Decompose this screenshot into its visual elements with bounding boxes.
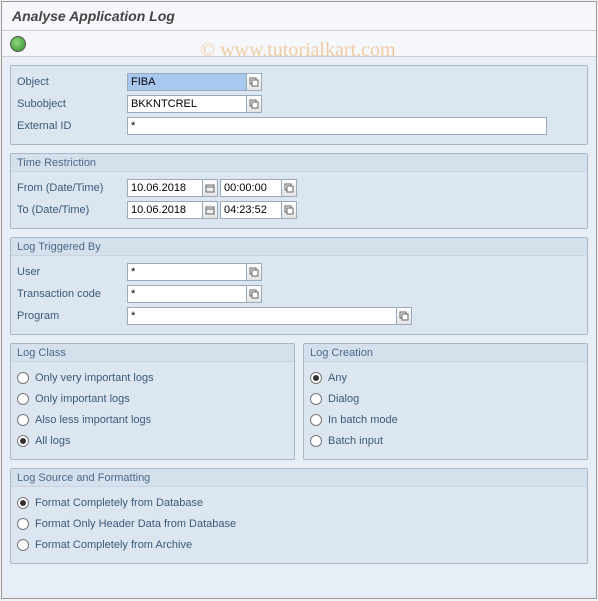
- log-source-label: Format Only Header Data from Database: [35, 518, 236, 530]
- content: Object Subobject External ID: [2, 57, 596, 580]
- log-class-label: Also less important logs: [35, 414, 151, 426]
- external-id-input[interactable]: [127, 117, 547, 135]
- radio-icon[interactable]: [310, 393, 322, 405]
- tcode-input[interactable]: [127, 285, 247, 303]
- f4-icon[interactable]: [281, 201, 297, 219]
- from-label: From (Date/Time): [17, 182, 127, 194]
- external-id-label: External ID: [17, 120, 127, 132]
- log-triggered-title: Log Triggered By: [11, 238, 587, 256]
- log-source-label: Format Completely from Database: [35, 497, 203, 509]
- object-panel: Object Subobject External ID: [10, 65, 588, 145]
- log-creation-option[interactable]: Any: [310, 369, 581, 387]
- log-creation-title: Log Creation: [304, 344, 587, 362]
- radio-icon[interactable]: [310, 372, 322, 384]
- user-input[interactable]: [127, 263, 247, 281]
- log-class-label: All logs: [35, 435, 70, 447]
- f4-icon[interactable]: [246, 285, 262, 303]
- radio-icon[interactable]: [310, 414, 322, 426]
- log-creation-option[interactable]: Batch input: [310, 432, 581, 450]
- log-creation-panel: Log Creation Any Dialog In batch mode Batch…: [303, 343, 588, 460]
- f4-icon[interactable]: [281, 179, 297, 197]
- log-class-label: Only very important logs: [35, 372, 154, 384]
- f4-icon[interactable]: [246, 95, 262, 113]
- radio-icon[interactable]: [17, 518, 29, 530]
- subobject-label: Subobject: [17, 98, 127, 110]
- radio-icon[interactable]: [17, 497, 29, 509]
- log-class-panel: Log Class Only very important logs Only i…: [10, 343, 295, 460]
- radio-icon[interactable]: [17, 435, 29, 447]
- tcode-label: Transaction code: [17, 288, 127, 300]
- user-label: User: [17, 266, 127, 278]
- radio-icon[interactable]: [310, 435, 322, 447]
- calendar-icon[interactable]: [202, 179, 218, 197]
- f4-icon[interactable]: [246, 263, 262, 281]
- log-source-options: Format Completely from Database Format On…: [11, 487, 587, 563]
- log-source-title: Log Source and Formatting: [11, 469, 587, 487]
- subobject-input[interactable]: [127, 95, 247, 113]
- log-triggered-panel: Log Triggered By User Transaction code: [10, 237, 588, 335]
- log-class-option[interactable]: Also less important logs: [17, 411, 288, 429]
- time-restriction-panel: Time Restriction From (Date/Time) To (Da…: [10, 153, 588, 229]
- log-class-option[interactable]: All logs: [17, 432, 288, 450]
- program-label: Program: [17, 310, 127, 322]
- log-creation-label: In batch mode: [328, 414, 398, 426]
- log-creation-label: Dialog: [328, 393, 359, 405]
- log-source-option[interactable]: Format Only Header Data from Database: [17, 515, 581, 533]
- log-creation-option[interactable]: In batch mode: [310, 411, 581, 429]
- program-input[interactable]: [127, 307, 397, 325]
- log-class-title: Log Class: [11, 344, 294, 362]
- log-creation-options: Any Dialog In batch mode Batch input: [304, 362, 587, 459]
- radio-icon[interactable]: [17, 393, 29, 405]
- object-label: Object: [17, 76, 127, 88]
- log-source-label: Format Completely from Archive: [35, 539, 192, 551]
- to-label: To (Date/Time): [17, 204, 127, 216]
- log-class-options: Only very important logs Only important l…: [11, 362, 294, 459]
- f4-icon[interactable]: [396, 307, 412, 325]
- log-creation-option[interactable]: Dialog: [310, 390, 581, 408]
- radio-icon[interactable]: [17, 372, 29, 384]
- toolbar: [2, 31, 596, 57]
- two-col: Log Class Only very important logs Only i…: [10, 343, 588, 468]
- log-class-option[interactable]: Only very important logs: [17, 369, 288, 387]
- log-creation-label: Any: [328, 372, 347, 384]
- to-time-input[interactable]: [220, 201, 282, 219]
- log-class-option[interactable]: Only important logs: [17, 390, 288, 408]
- radio-icon[interactable]: [17, 539, 29, 551]
- time-restriction-title: Time Restriction: [11, 154, 587, 172]
- window: Analyse Application Log Object Subobject: [1, 1, 597, 599]
- from-date-input[interactable]: [127, 179, 203, 197]
- to-date-input[interactable]: [127, 201, 203, 219]
- object-input[interactable]: [127, 73, 247, 91]
- log-creation-label: Batch input: [328, 435, 383, 447]
- from-time-input[interactable]: [220, 179, 282, 197]
- log-source-panel: Log Source and Formatting Format Complet…: [10, 468, 588, 564]
- f4-icon[interactable]: [246, 73, 262, 91]
- calendar-icon[interactable]: [202, 201, 218, 219]
- execute-icon[interactable]: [10, 36, 26, 52]
- log-source-option[interactable]: Format Completely from Archive: [17, 536, 581, 554]
- log-source-option[interactable]: Format Completely from Database: [17, 494, 581, 512]
- log-class-label: Only important logs: [35, 393, 130, 405]
- radio-icon[interactable]: [17, 414, 29, 426]
- page-title: Analyse Application Log: [2, 2, 596, 31]
